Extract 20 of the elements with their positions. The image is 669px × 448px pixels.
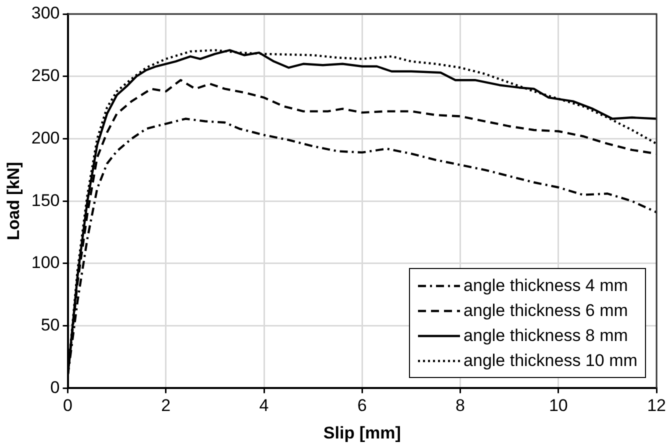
x-tick-label: 2	[161, 396, 171, 416]
x-tick-label: 4	[259, 396, 269, 416]
y-axis-title: Load [kN]	[4, 162, 23, 240]
y-tick-label: 0	[50, 378, 60, 397]
x-tick-label: 10	[548, 396, 568, 416]
x-tick-label: 6	[357, 396, 367, 416]
y-tick-label: 50	[40, 316, 60, 335]
legend-label: angle thickness 10 mm	[464, 350, 638, 371]
x-tick-label: 0	[63, 396, 72, 416]
y-tick-label: 250	[31, 66, 60, 86]
legend-label: angle thickness 8 mm	[464, 326, 628, 346]
x-tick-label: 12	[647, 396, 666, 416]
y-tick-label: 150	[31, 190, 60, 210]
y-tick-label: 200	[31, 128, 60, 148]
legend-label: angle thickness 6 mm	[464, 300, 628, 321]
x-tick-label: 8	[456, 396, 466, 416]
x-axis-title: Slip [mm]	[323, 423, 401, 442]
y-tick-label: 300	[31, 4, 60, 23]
y-tick-label: 100	[31, 253, 60, 272]
legend-label: angle thickness 4 mm	[464, 276, 628, 296]
